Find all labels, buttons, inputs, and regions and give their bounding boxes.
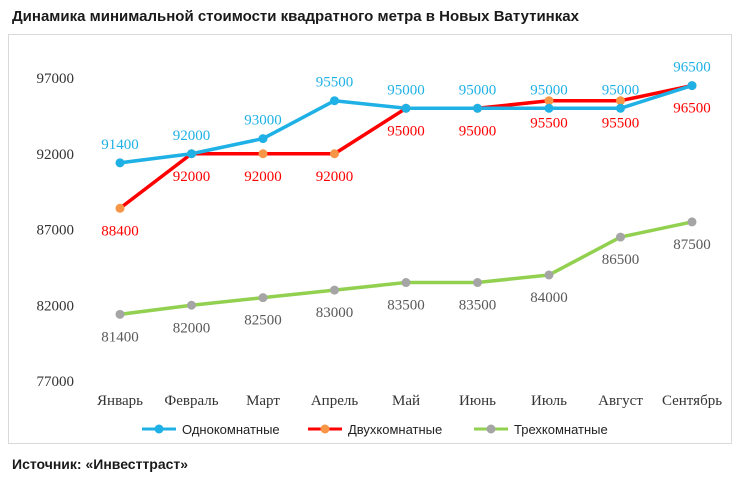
legend: Однокомнатные Двухкомнатные Трехкомнатные: [142, 422, 608, 437]
data-label: 83500: [387, 298, 425, 314]
data-label: 95500: [316, 75, 354, 91]
data-point: [401, 103, 411, 113]
data-label: 92000: [316, 169, 354, 185]
x-tick-label: Январь: [97, 393, 143, 409]
data-point: [616, 232, 625, 242]
data-label: 96500: [673, 60, 711, 76]
data-point: [330, 149, 339, 159]
data-label: 95500: [530, 116, 568, 132]
data-label: 92000: [173, 128, 211, 144]
data-label: 93000: [244, 113, 282, 129]
data-point: [187, 149, 196, 159]
data-label: 92000: [244, 169, 282, 185]
data-labels: 91400 92000 93000 95500 95000 95000 95000 95000…: [101, 60, 711, 346]
legend-marker: [154, 424, 164, 434]
data-label: 87500: [673, 237, 711, 253]
data-point: [187, 300, 196, 310]
data-point: [115, 309, 125, 319]
data-point: [544, 103, 554, 113]
data-point: [616, 103, 625, 113]
data-point: [115, 203, 125, 213]
data-label: 83500: [459, 298, 497, 314]
data-label: 96500: [673, 101, 711, 117]
x-tick-label: Апрель: [311, 393, 359, 409]
data-label: 82000: [173, 320, 211, 336]
data-label: 95000: [387, 82, 425, 98]
data-point: [401, 278, 411, 288]
data-label: 86500: [602, 252, 640, 268]
data-label: 95000: [602, 82, 640, 98]
y-tick-label: 92000: [37, 147, 75, 163]
x-tick-label: Февраль: [164, 393, 218, 409]
y-tick-label: 97000: [37, 71, 75, 87]
y-tick-label: 77000: [37, 374, 75, 390]
data-label: 95000: [459, 82, 497, 98]
x-tick-label: Август: [598, 393, 643, 409]
data-point: [473, 278, 482, 288]
legend-label: Трехкомнатные: [514, 422, 608, 437]
data-point: [544, 270, 554, 280]
legend-label: Однокомнатные: [182, 422, 280, 437]
data-point: [616, 96, 625, 106]
legend-marker: [320, 424, 330, 434]
data-label: 95500: [602, 116, 640, 132]
data-label: 88400: [101, 223, 139, 239]
data-label: 91400: [101, 137, 139, 153]
data-label: 95000: [459, 123, 497, 139]
y-tick-label: 87000: [37, 223, 75, 239]
data-label: 83000: [316, 305, 354, 321]
data-point: [330, 285, 339, 295]
chart-title: Динамика минимальной стоимости квадратно…: [12, 8, 579, 25]
data-point: [687, 217, 697, 227]
x-axis-ticks: Январь Февраль Март Апрель Май Июнь Июль Август…: [97, 393, 722, 409]
x-tick-label: Сентябрь: [662, 393, 722, 409]
x-tick-label: Июнь: [459, 393, 496, 409]
data-point: [258, 134, 268, 144]
source-note: Источник: «Инвесттраст»: [12, 456, 189, 472]
data-point: [330, 96, 339, 106]
y-axis-ticks: 77000 82000 87000 92000 97000: [37, 71, 75, 390]
data-label: 81400: [101, 329, 139, 345]
data-label: 82500: [244, 313, 282, 329]
data-point: [544, 96, 554, 106]
data-point: [258, 293, 268, 303]
y-tick-label: 82000: [37, 298, 75, 314]
data-point: [687, 81, 697, 91]
data-point: [115, 158, 125, 168]
data-label: 95000: [530, 82, 568, 98]
legend-label: Двухкомнатные: [348, 422, 442, 437]
data-label: 92000: [173, 169, 211, 185]
x-tick-label: Май: [392, 393, 420, 409]
data-label: 95000: [387, 123, 425, 139]
data-point: [258, 149, 268, 159]
legend-marker: [486, 424, 496, 434]
series-markers: [115, 81, 697, 319]
x-tick-label: Март: [246, 393, 280, 409]
chart-frame: [8, 34, 732, 444]
data-point: [473, 103, 482, 113]
data-label: 84000: [530, 290, 568, 306]
x-tick-label: Июль: [531, 393, 567, 409]
